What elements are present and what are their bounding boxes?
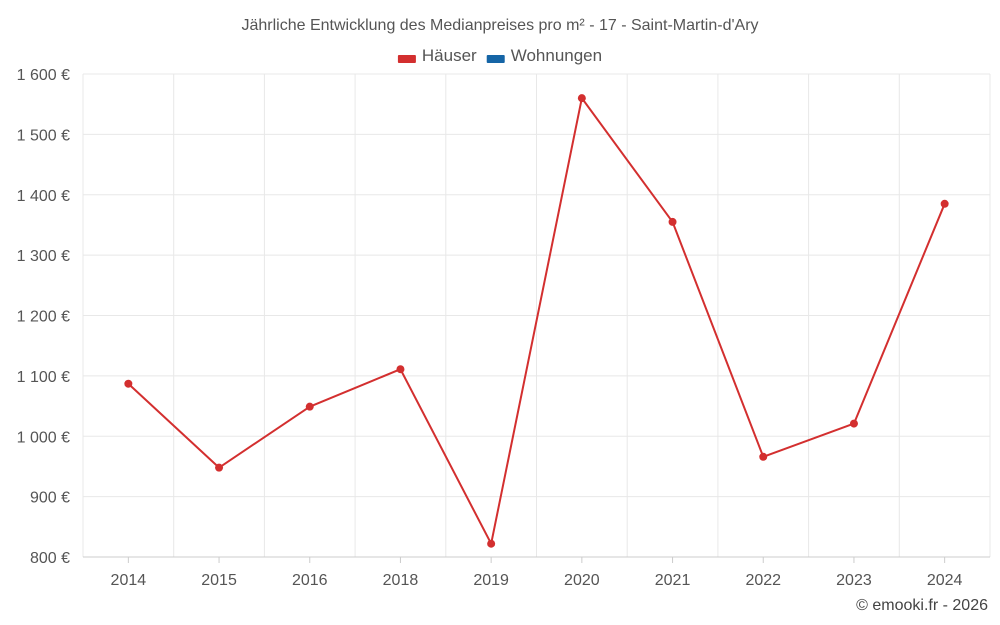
y-tick-label: 1 600 €: [17, 67, 70, 84]
axes: 800 € 900 € 1 000 € 1 100 € 1 200 € 1 300 € 1 …: [17, 67, 990, 589]
series-layer: [124, 94, 949, 548]
data-point: [577, 94, 586, 103]
legend-label: Wohnungen: [511, 46, 602, 65]
chart-title: Jährliche Entwicklung des Medianpreises …: [241, 17, 758, 34]
data-point: [396, 365, 405, 374]
legend-swatch: [486, 55, 505, 63]
x-tick-label: 2024: [927, 572, 963, 589]
data-point: [215, 463, 224, 472]
data-point: [124, 379, 133, 388]
x-tick-label: 2016: [292, 572, 328, 589]
credit-text: © emooki.fr - 2026: [856, 597, 988, 614]
x-tick-label: 2023: [836, 572, 872, 589]
data-point: [849, 419, 858, 428]
grid: [82, 73, 991, 557]
y-tick-label: 1 500 €: [17, 127, 70, 144]
data-point: [487, 539, 496, 548]
y-tick-label: 800 €: [30, 550, 70, 567]
data-point: [668, 217, 677, 226]
y-tick-label: 1 000 €: [17, 429, 70, 446]
x-tick-label: 2022: [745, 572, 781, 589]
legend-swatch: [397, 55, 416, 63]
x-tick-label: 2014: [111, 572, 147, 589]
data-point: [305, 402, 314, 411]
y-tick-label: 1 200 €: [17, 309, 70, 326]
y-tick-label: 1 400 €: [17, 188, 70, 205]
y-tick-label: 1 300 €: [17, 248, 70, 265]
y-tick-label: 1 100 €: [17, 369, 70, 386]
x-tick-label: 2019: [473, 572, 509, 589]
data-point: [759, 452, 768, 461]
x-tick-label: 2018: [383, 572, 419, 589]
legend-item-1: Wohnungen: [486, 46, 602, 65]
legend: Häuser Wohnungen: [397, 46, 602, 65]
series-line-0: [127, 97, 946, 545]
legend-item-0: Häuser: [397, 46, 477, 65]
x-tick-label: 2020: [564, 572, 600, 589]
legend-label: Häuser: [422, 46, 477, 65]
x-tick-label: 2015: [201, 572, 237, 589]
x-tick-label: 2021: [655, 572, 691, 589]
y-tick-label: 900 €: [30, 490, 70, 507]
data-point: [940, 199, 949, 208]
